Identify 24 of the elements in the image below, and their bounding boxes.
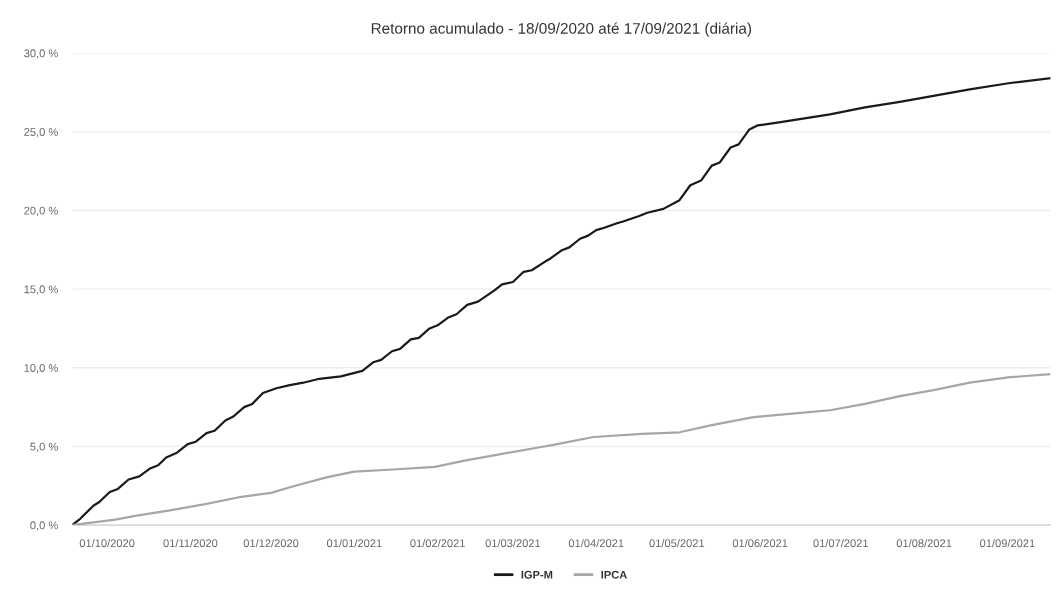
x-tick-label: 01/02/2021	[410, 538, 465, 548]
x-tick-label: 01/09/2021	[980, 538, 1035, 548]
line-series	[72, 77, 1051, 526]
y-tick-label: 15,0 %	[24, 285, 58, 295]
chart-title: Retorno acumulado - 18/09/2020 até 17/09/2021 (diária)	[371, 22, 752, 37]
x-tick-label: 01/12/2020	[243, 538, 299, 548]
line-series	[72, 372, 1051, 526]
x-tick-label: 01/03/2021	[485, 538, 541, 548]
y-tick-label: 5,0 %	[30, 442, 58, 452]
x-tick-label: 01/08/2021	[896, 538, 952, 548]
y-tick-label: 10,0 %	[24, 364, 58, 374]
x-tick-label: 01/10/2020	[79, 538, 135, 548]
y-tick-label: 25,0 %	[24, 128, 58, 138]
x-tick-label: 01/04/2021	[568, 538, 624, 548]
x-tick-label: 01/06/2021	[732, 538, 788, 548]
x-tick-label: 01/01/2021	[326, 538, 382, 548]
legend-label: IPCA	[601, 570, 627, 579]
x-tick-label: 01/11/2020	[163, 538, 218, 548]
x-tick-label: 01/07/2021	[813, 538, 869, 548]
y-tick-label: 0,0 %	[30, 521, 58, 531]
y-tick-label: 30,0 %	[24, 49, 58, 59]
legend-label: IGP-M	[521, 570, 553, 579]
x-tick-label: 01/05/2021	[649, 538, 705, 548]
y-tick-label: 20,0 %	[24, 206, 58, 216]
